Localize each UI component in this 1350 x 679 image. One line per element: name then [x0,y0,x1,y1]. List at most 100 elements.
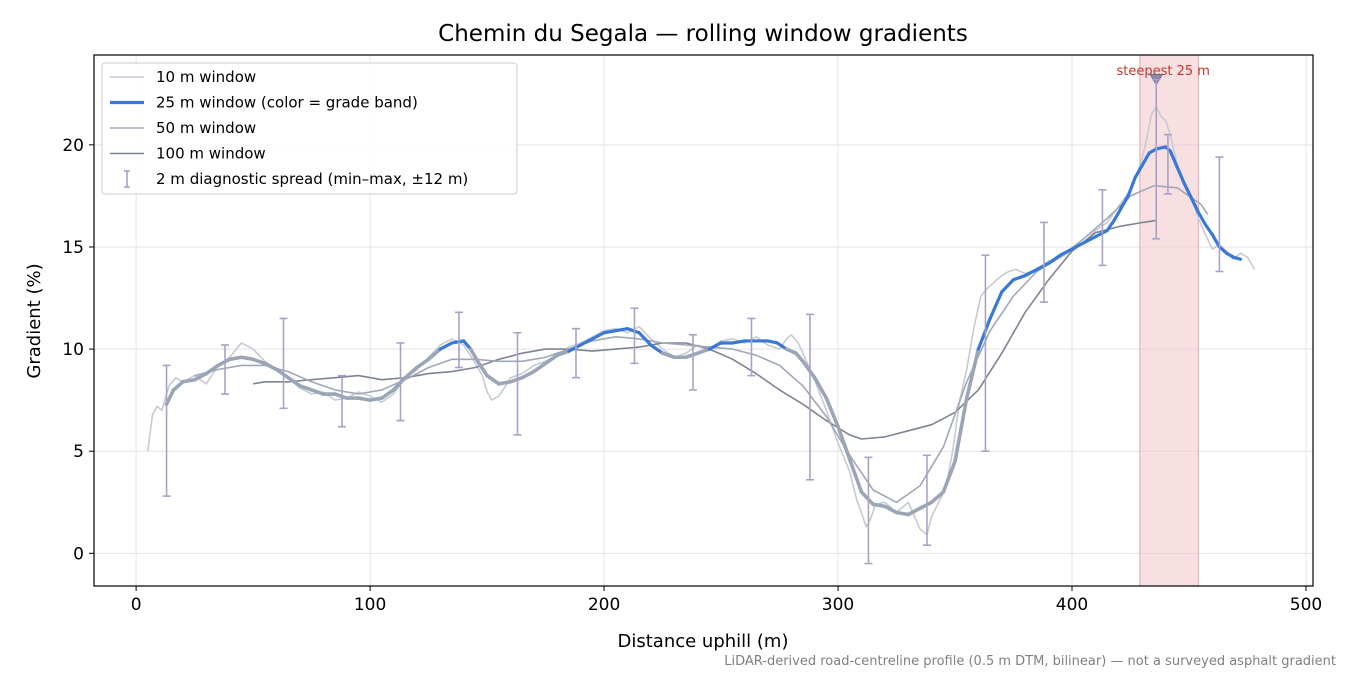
series-25m-steep-segment [1189,196,1200,214]
series-25m-steep-segment [450,339,466,345]
steepest-band [1139,54,1199,587]
series-25m-segment [859,490,875,507]
series-25m-steep-segment [1047,253,1062,265]
series-25m-segment [368,396,384,402]
series-25m-segment [929,490,946,505]
series-25m-segment [883,504,899,515]
series-25m-segment [871,502,887,509]
series-25m-steep-segment [625,327,641,335]
series-25m-segment [251,357,267,366]
legend-label: 50 m window [156,119,256,137]
series-25m-segment [309,388,326,396]
series-25m-steep-segment [1231,255,1243,261]
series-25m-steep-segment [1070,241,1086,251]
series-25m-segment [391,375,407,392]
x-tick-label: 200 [588,595,620,615]
series-25m-steep-segment [614,327,630,333]
series-25m-segment [964,347,981,400]
legend: 10 m window 25 m window (color = grade ba… [101,62,518,195]
series-25m-segment [204,363,220,376]
series-25m-steep-segment [590,331,606,341]
series-25m-segment [824,396,840,429]
series-25m-segment [333,392,349,400]
series-25m-steep-segment [1000,278,1016,294]
series-25m-steep-segment [976,316,992,351]
x-tick-label: 400 [1056,595,1088,615]
series-25m-steep-segment [1082,235,1098,245]
series-25m-segment [379,388,396,400]
series-25m-segment [403,365,419,380]
series-25m-segment [356,396,372,402]
series-25m-steep-segment [1133,163,1144,180]
series-25m-segment [216,357,232,368]
series-25m-segment [906,506,922,517]
series-25m-steep-segment [707,341,723,351]
series-25m-segment [298,384,314,392]
series-25m-segment [660,351,677,360]
steepest-highlight: steepest 25 m [1117,54,1210,587]
series-25m-segment [532,361,548,374]
series-25m-steep-segment [637,331,653,347]
y-tick-label: 10 [62,340,84,360]
steepest-label: steepest 25 m [1117,64,1210,79]
series-25m-segment [475,359,489,378]
x-tick-label: 0 [131,595,142,615]
x-tick-label: 500 [1290,595,1322,615]
series-25m-steep-segment [438,341,454,351]
series-25m-segment [274,367,290,380]
y-tick-label: 0 [73,544,84,564]
series-25m-segment [836,424,852,462]
series-25m-steep-segment [1058,247,1074,257]
series-25m-steep-segment [1182,182,1193,200]
series-25m-steep-segment [1011,273,1027,282]
series-25m-segment [263,361,279,372]
series-25m-steep-segment [1175,165,1186,186]
series-25m-segment [192,371,209,382]
legend-box [101,62,518,195]
series-25m-segment [415,357,431,370]
series-25m-steep-segment [1196,210,1207,227]
series-25m-segment [286,375,302,388]
series-25m-steep-segment [1168,149,1179,169]
series-25m-segment [918,500,934,511]
errorbar-layer [162,78,1224,565]
series-25m-segment [496,379,513,386]
legend-label: 100 m window [156,145,266,163]
series-25m-segment [485,373,501,386]
series-25m-segment [894,510,911,517]
series-25m-segment [181,377,197,384]
y-tick-label: 20 [62,136,84,156]
series-25m-segment [239,355,255,362]
y-tick-label: 15 [62,238,84,258]
y-tick-label: 5 [73,442,84,462]
series-25m-steep-segment [1119,194,1130,210]
series-25m-steep-segment [1203,222,1214,237]
series-25m-segment [227,355,244,362]
series-25m-segment [801,359,817,380]
series-25m-steep-segment [775,341,789,351]
legend-label: 25 m window (color = grade band) [156,94,418,112]
series-25m-steep-segment [649,343,665,355]
series-25m-steep-segment [988,290,1004,321]
series-25m-steep-segment [567,343,583,353]
series-25m-segment [695,347,712,355]
plot-frame [93,54,1314,587]
legend-label: 2 m diagnostic spread (min–max, ±12 m) [156,170,468,188]
series-25m-steep-segment [1210,233,1222,249]
series-layer [147,105,1256,536]
series-25m-steep-segment [1105,218,1116,233]
series-25m-steep-segment [579,337,594,347]
series-25m-segment [543,353,560,366]
series-25m-segment [164,388,176,407]
chart-title: Chemin du Segala — rolling window gradie… [438,21,968,47]
series-25m-segment [171,379,185,392]
series-25m-segment [508,375,524,384]
x-tick-label: 300 [822,595,854,615]
footnote: LiDAR-derived road-centreline profile (0… [724,654,1336,669]
series-25m-steep-segment [1035,261,1051,272]
axes: 0 100 200 300 400 500 0 5 10 15 20 [62,136,1322,615]
series-25m-segment [468,347,480,364]
series-25m-steep-segment [1140,151,1151,167]
series-25m-segment [684,351,700,360]
